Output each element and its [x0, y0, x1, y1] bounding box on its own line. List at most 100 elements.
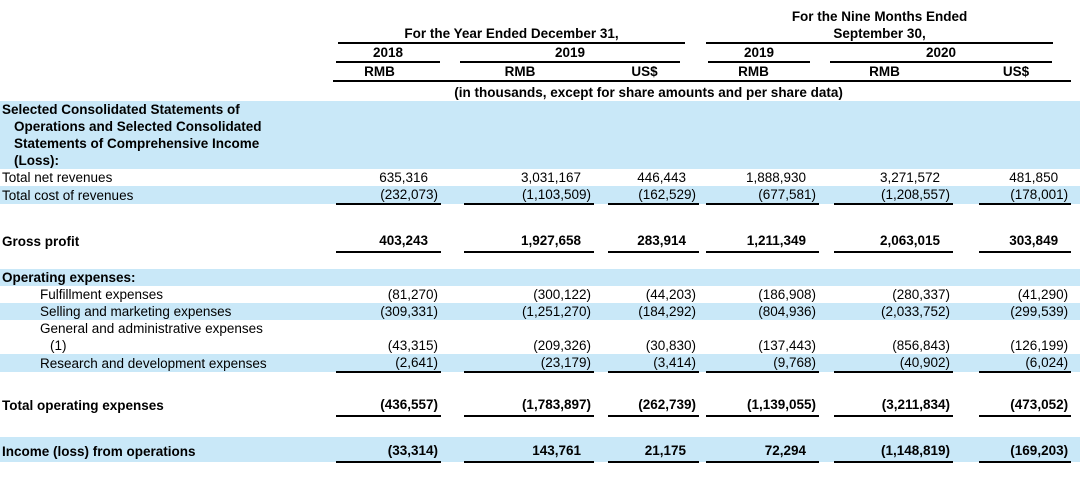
- currency-header: RMB: [336, 63, 441, 82]
- column-spacer: [441, 391, 464, 416]
- row-edge: [1071, 391, 1080, 416]
- cell-value: (30,830): [645, 338, 697, 353]
- column-spacer: [953, 101, 980, 169]
- cell-value: (137,443): [758, 338, 817, 353]
- cell-value: (169,203): [979, 437, 1072, 463]
- column-spacer: [333, 101, 336, 169]
- column-spacer: [819, 186, 835, 204]
- row-label: Selected Consolidated Statements of Opera…: [0, 101, 333, 169]
- cell-value: (1,103,509): [464, 186, 594, 205]
- column-spacer: [953, 169, 979, 186]
- table-row: Selling and marketing expenses (309,331) (…: [0, 303, 1080, 320]
- cell-value: (2,641): [336, 354, 441, 373]
- spacer-cell: [0, 416, 1080, 437]
- cell-value: (436,557): [336, 391, 441, 417]
- cell-value: (184,292): [608, 303, 700, 320]
- document-page: { "document": { "header": { "groups": [ …: [0, 8, 1080, 499]
- row-label: Selling and marketing expenses: [0, 303, 333, 320]
- column-spacer: [699, 437, 707, 462]
- year-header-2019: 2019: [441, 44, 699, 63]
- period-group-title: For the Year Ended December 31,: [338, 25, 686, 44]
- cell-value: (40,902): [834, 354, 954, 373]
- spacer-cell: [0, 204, 1080, 227]
- currency-header: RMB: [834, 63, 954, 82]
- table-row: Selected Consolidated Statements of Opera…: [0, 101, 1080, 169]
- cell-value: (23,179): [464, 354, 594, 373]
- row-label: Gross profit: [2, 234, 80, 249]
- cell-value: (6,024): [979, 354, 1072, 373]
- header-currency-row: RMB RMB US$ RMB RMB US$: [0, 63, 1080, 82]
- column-spacer: [953, 303, 980, 320]
- row-edge: [1071, 286, 1080, 303]
- column-spacer: [953, 286, 979, 303]
- cell-value: (162,529): [608, 186, 700, 205]
- table-row: Total operating expenses (436,557) (1,783,…: [0, 391, 1080, 417]
- row-label: Total net revenues: [2, 170, 113, 185]
- year-header-2019-nine-months: 2019: [706, 44, 819, 63]
- cell-value: (9,768): [706, 354, 820, 373]
- header-group-row: For the Year Ended December 31, For the …: [0, 8, 1080, 44]
- cell-value: (1,783,897): [464, 391, 594, 417]
- cell-value: 283,914: [608, 227, 700, 253]
- cell-value: 1,888,930: [745, 170, 807, 185]
- column-spacer: [953, 391, 979, 416]
- cell-value: 303,849: [979, 227, 1072, 253]
- row-edge: [1071, 354, 1080, 372]
- column-spacer: [594, 320, 608, 354]
- column-spacer: [819, 227, 834, 252]
- cell-value: [464, 269, 594, 286]
- column-spacer: [333, 186, 336, 204]
- table-row: Fulfillment expenses (81,270) (300,122) (44…: [0, 286, 1080, 303]
- table-row: Total net revenues 635,316 3,031,167 446,44…: [0, 169, 1080, 186]
- column-spacer: [333, 303, 336, 320]
- column-spacer: [819, 286, 834, 303]
- row-edge: [1071, 186, 1080, 204]
- column-spacer: [441, 354, 464, 372]
- row-label: Income (loss) from operations: [0, 437, 333, 462]
- cell-value: [336, 101, 441, 169]
- column-spacer: [594, 227, 608, 252]
- header-label-spacer: [0, 8, 333, 44]
- column-spacer: [819, 354, 835, 372]
- currency-header: RMB: [464, 63, 594, 82]
- year-header-2018: 2018: [336, 44, 441, 63]
- column-spacer: [699, 320, 706, 354]
- cell-value: (804,936): [706, 303, 820, 320]
- cell-value: [706, 269, 820, 286]
- column-spacer: [953, 320, 979, 354]
- column-spacer: [594, 391, 608, 416]
- cell-value: [979, 269, 1072, 286]
- cell-value: 3,271,572: [879, 170, 941, 185]
- table-row: General and administrative expenses (1) (4…: [0, 320, 1080, 354]
- column-spacer: [699, 169, 706, 186]
- currency-header: US$: [608, 63, 700, 82]
- column-spacer: [819, 269, 835, 286]
- cell-value: 635,316: [379, 170, 428, 185]
- header-note-row: (in thousands, except for share amounts …: [0, 81, 1080, 101]
- row-label: Research and development expenses: [0, 354, 333, 372]
- currency-header: US$: [979, 63, 1072, 82]
- spacer-cell: [0, 372, 1080, 391]
- cell-value: (3,211,834): [834, 391, 954, 417]
- cell-value: (43,315): [387, 338, 438, 353]
- column-spacer: [441, 437, 464, 462]
- column-spacer: [699, 186, 707, 204]
- column-spacer: [333, 269, 336, 286]
- cell-value: 2,063,015: [834, 227, 954, 253]
- column-spacer: [699, 354, 707, 372]
- row-label: Fulfillment expenses: [40, 287, 164, 302]
- column-spacer: [333, 437, 336, 462]
- cell-value: (33,314): [336, 437, 441, 463]
- cell-value: (300,122): [533, 287, 591, 302]
- column-spacer: [953, 227, 979, 252]
- cell-value: (856,843): [892, 338, 951, 353]
- cell-value: 1,927,658: [464, 227, 594, 253]
- period-group-nine-months: For the Nine Months Ended September 30,: [706, 8, 1071, 44]
- cell-value: (299,539): [979, 303, 1072, 320]
- cell-value: [834, 101, 954, 169]
- spacer-row: [0, 416, 1080, 437]
- cell-value: (262,739): [608, 391, 700, 417]
- cell-value: [979, 101, 1072, 169]
- cell-value: (473,052): [979, 391, 1072, 417]
- column-spacer: [594, 169, 608, 186]
